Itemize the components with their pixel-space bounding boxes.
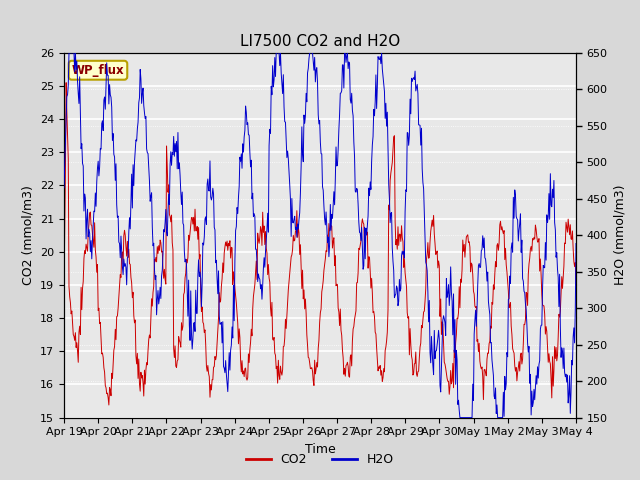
Y-axis label: H2O (mmol/m3): H2O (mmol/m3) <box>613 185 626 286</box>
Title: LI7500 CO2 and H2O: LI7500 CO2 and H2O <box>240 34 400 49</box>
X-axis label: Time: Time <box>305 443 335 456</box>
Y-axis label: CO2 (mmol/m3): CO2 (mmol/m3) <box>22 185 35 285</box>
Legend: CO2, H2O: CO2, H2O <box>241 448 399 471</box>
Text: WP_flux: WP_flux <box>72 64 124 77</box>
